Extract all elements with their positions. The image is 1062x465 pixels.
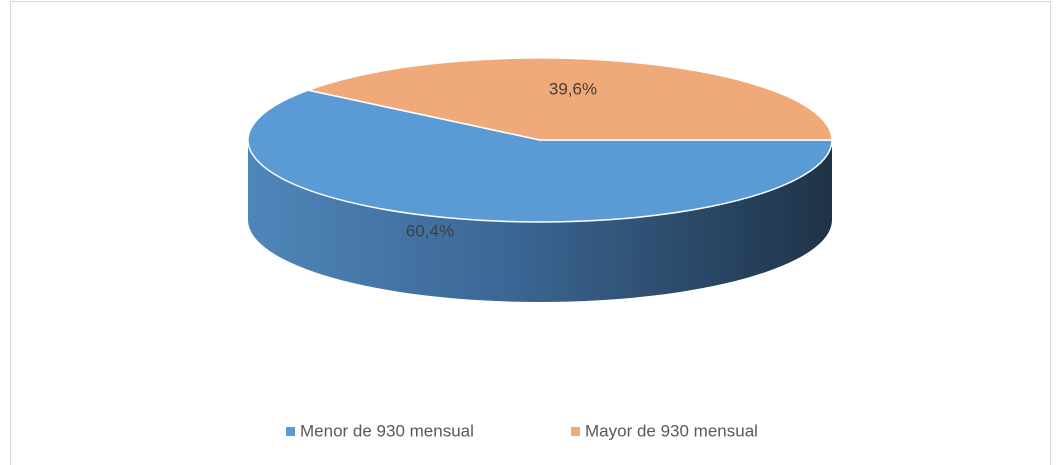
legend-label: Mayor de 930 mensual (585, 421, 758, 440)
data-label: 60,4% (406, 221, 454, 240)
slice (305, 57, 833, 141)
slice-side (248, 140, 832, 302)
legend-swatch (571, 427, 580, 436)
slice (247, 89, 833, 223)
data-label: 39,6% (549, 79, 597, 98)
legend-label: Menor de 930 mensual (300, 421, 474, 440)
legend-swatch (286, 427, 295, 436)
